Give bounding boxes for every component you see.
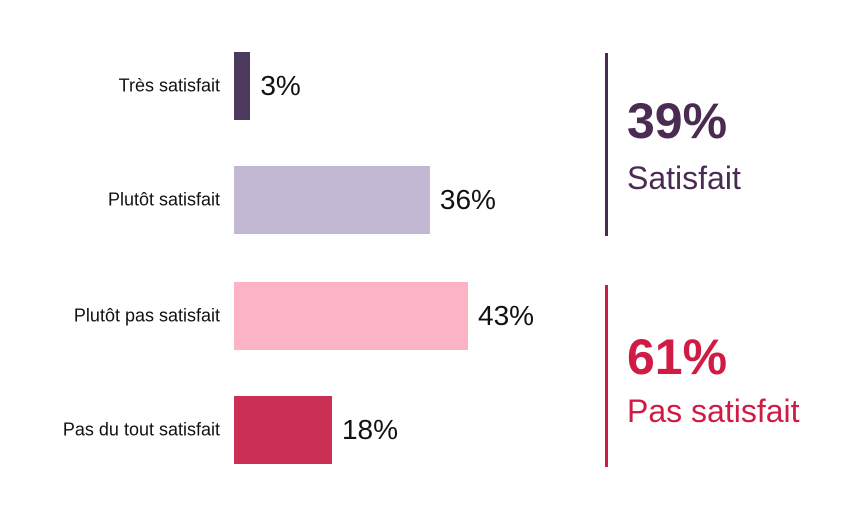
category-label: Pas du tout satisfait (62, 419, 220, 440)
data-label: 43% (478, 300, 535, 331)
bar (234, 52, 251, 120)
bar (234, 282, 468, 350)
bar (234, 166, 430, 234)
data-label: 3% (260, 70, 301, 101)
summary-divider (605, 285, 608, 467)
summary-label: Pas satisfait (627, 393, 800, 429)
category-label: Plutôt pas satisfait (73, 305, 220, 326)
data-label: 36% (439, 184, 496, 215)
summary-value: 39% (627, 93, 728, 149)
category-label: Très satisfait (118, 75, 220, 96)
summary-divider (605, 53, 608, 236)
bar (234, 396, 332, 464)
summary-label: Satisfait (627, 160, 741, 196)
category-label: Plutôt satisfait (107, 189, 220, 210)
data-label: 18% (341, 414, 398, 445)
summary-value: 61% (627, 329, 728, 385)
